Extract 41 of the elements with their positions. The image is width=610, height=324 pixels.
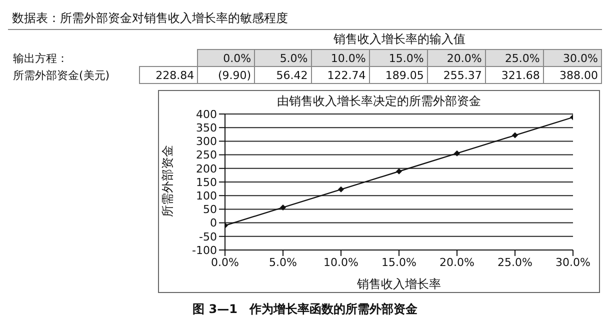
x-tick-label: 0.0% [211,256,239,269]
y-tick-label: 50 [203,203,217,216]
y-tick-label: 300 [196,135,217,148]
text: 所需外部资金(美元) [12,68,111,84]
x-tick-label: 15.0% [382,256,416,269]
text: 388.00 [543,66,602,84]
y-tick-label: 0 [210,216,217,230]
y-tick-label: -100 [192,244,217,257]
y-tick-label: 350 [196,122,217,135]
y-tick-label: 400 [196,108,217,121]
text: 10.0% [330,52,366,64]
text: (9.90) [198,66,255,84]
x-tick-label: 10.0% [324,256,358,269]
y-tick-label: 200 [196,162,217,176]
y-tick-label: 250 [196,148,217,162]
caption: 图 3—1 作为增长率函数的所需外部资金 [192,301,418,318]
text: 输出方程： [12,50,69,66]
text: 56.42 [254,66,312,84]
text: 5.0% [280,52,308,64]
text: 0.0% [223,52,252,64]
text: 122.74 [311,66,370,84]
text: 25.0% [504,52,540,64]
x-tick-label: 5.0% [269,256,297,269]
text: 20.0% [446,52,482,64]
text: 321.68 [485,66,544,84]
text: 189.05 [369,66,428,84]
x-tick-label: 30.0% [556,256,590,269]
text: 228.84 [140,66,198,84]
x-tick-label: 20.0% [440,256,474,269]
y-tick-label: 100 [196,190,217,203]
y-tick-label: 150 [196,176,217,189]
text: 销售收入增长率的输入值 [332,31,467,48]
text: 255.37 [427,66,486,84]
text: 15.0% [388,52,424,64]
x-axis-title: 销售收入增长率 [356,277,441,291]
y-tick-label: -50 [199,230,217,244]
x-tick-label: 25.0% [498,256,532,269]
text: 30.0% [563,52,598,64]
chart-title: 由销售收入增长率决定的所需外部资金 [277,94,481,108]
chart-subtitle: 数据表：所需外部资金对销售收入增长率的敏感程度 [8,8,602,30]
y-axis-title: 所需外部资金 [160,145,174,217]
